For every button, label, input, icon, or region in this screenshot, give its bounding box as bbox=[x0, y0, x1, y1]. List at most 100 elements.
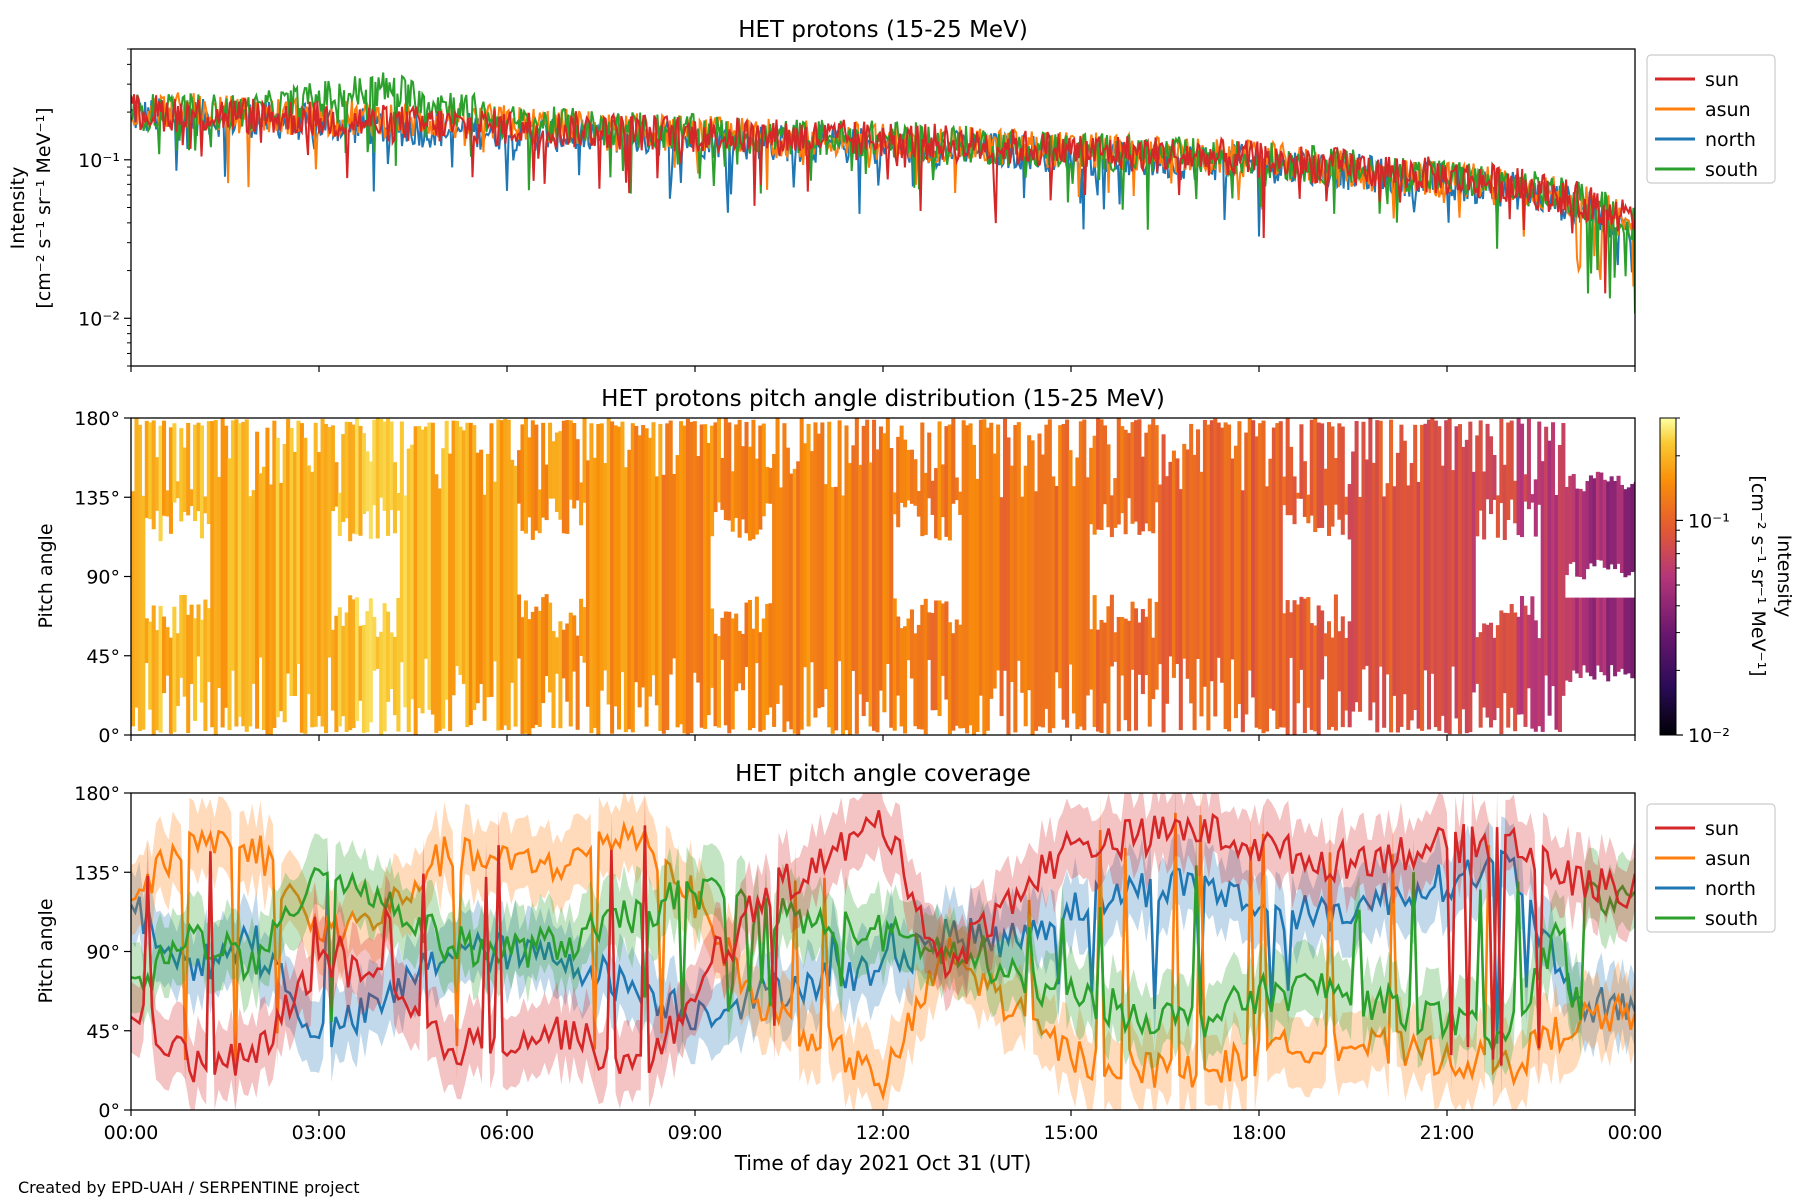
heatmap-cell bbox=[727, 611, 732, 734]
heatmap-cell bbox=[909, 449, 914, 504]
heatmap-cell bbox=[530, 611, 535, 729]
heatmap-cell bbox=[1530, 494, 1535, 503]
heatmap-cell bbox=[637, 435, 642, 708]
heatmap-cell bbox=[768, 467, 773, 504]
heatmap-cell bbox=[144, 420, 149, 518]
heatmap-cell bbox=[882, 433, 887, 713]
heatmap-cell bbox=[203, 599, 208, 731]
heatmap-cell bbox=[772, 453, 777, 727]
heatmap-cell bbox=[1585, 481, 1590, 570]
heatmap-cell bbox=[1175, 458, 1180, 665]
heatmap-cell bbox=[1416, 481, 1421, 729]
heatmap-cell bbox=[909, 609, 914, 679]
heatmap-cell bbox=[872, 419, 877, 731]
heatmap-cell bbox=[1537, 421, 1542, 505]
heatmap-cell bbox=[541, 422, 546, 518]
heatmap-cell bbox=[616, 426, 622, 730]
heatmap-cell bbox=[1109, 495, 1114, 538]
heatmap-cell bbox=[1178, 489, 1183, 731]
heatmap-cell bbox=[1454, 426, 1459, 719]
heatmap-cell bbox=[206, 421, 211, 524]
x-tick-label: 18:00 bbox=[1232, 1122, 1287, 1144]
heatmap-cell bbox=[978, 419, 983, 696]
heatmap-cell bbox=[158, 605, 163, 733]
series-line-sun bbox=[131, 94, 1635, 294]
x-tick-label: 12:00 bbox=[856, 1122, 911, 1144]
heatmap-cell bbox=[954, 619, 959, 726]
heatmap-cell bbox=[1251, 420, 1256, 698]
heatmap-cell bbox=[175, 633, 180, 707]
heatmap-cell bbox=[468, 422, 473, 726]
heatmap-cell bbox=[179, 428, 184, 522]
heatmap-cell bbox=[554, 432, 559, 512]
heatmap-cell bbox=[1464, 439, 1469, 734]
heatmap-cell bbox=[679, 421, 684, 725]
heatmap-cell bbox=[585, 460, 591, 707]
heatmap-cell bbox=[737, 419, 742, 538]
heatmap-cell bbox=[1123, 618, 1128, 721]
heatmap-cell bbox=[1502, 464, 1507, 540]
heatmap-cell bbox=[1275, 423, 1280, 730]
heatmap-cell bbox=[158, 425, 163, 542]
y-tick-label: 0° bbox=[98, 1100, 120, 1122]
heatmap-cell bbox=[1009, 465, 1014, 683]
heatmap-cell bbox=[951, 418, 956, 504]
heatmap-cell bbox=[427, 422, 432, 710]
heatmap-cell bbox=[1389, 419, 1394, 733]
heatmap-cell bbox=[1364, 459, 1369, 666]
heatmap-cell bbox=[785, 447, 790, 722]
heatmap-cell bbox=[1606, 481, 1611, 570]
coverage-band-sun bbox=[131, 793, 1635, 1110]
heatmap-cell bbox=[1492, 455, 1497, 500]
heatmap-cell bbox=[351, 424, 356, 534]
heatmap-cell bbox=[1537, 638, 1542, 727]
heatmap-cell bbox=[1630, 597, 1635, 679]
heatmap-cell bbox=[1027, 435, 1032, 691]
heatmap-cell bbox=[906, 618, 911, 661]
heatmap-cell bbox=[486, 453, 491, 698]
heatmap-cell bbox=[1199, 471, 1204, 717]
heatmap-cell bbox=[572, 423, 577, 509]
heatmap-cell bbox=[1102, 622, 1108, 704]
heatmap-cell bbox=[1323, 633, 1328, 657]
heatmap-cell bbox=[592, 457, 597, 728]
heatmap-cell bbox=[444, 420, 449, 700]
heatmap-cell bbox=[685, 418, 690, 735]
heatmap-cell bbox=[1571, 597, 1576, 671]
heatmap-cell bbox=[1078, 421, 1083, 727]
heatmap-cell bbox=[734, 424, 739, 518]
heatmap-cell bbox=[720, 457, 725, 510]
heatmap-cell bbox=[348, 422, 353, 542]
heatmap-cell bbox=[544, 594, 549, 677]
heatmap-cell bbox=[1358, 496, 1363, 712]
heatmap-cell bbox=[1440, 465, 1445, 716]
heatmap-cell bbox=[813, 422, 818, 718]
heatmap-cell bbox=[1344, 637, 1349, 711]
heatmap-cell bbox=[1113, 478, 1118, 528]
heatmap-cell bbox=[923, 472, 928, 535]
heatmap-cell bbox=[796, 461, 801, 735]
heatmap-cell bbox=[954, 477, 959, 501]
heatmap-cell bbox=[579, 598, 584, 656]
heatmap-cell bbox=[341, 434, 346, 522]
heatmap-cell bbox=[1127, 620, 1132, 732]
colorbar-label: Intensity bbox=[1773, 535, 1795, 618]
heatmap-cell bbox=[1444, 420, 1449, 733]
heatmap-cell bbox=[213, 420, 218, 735]
heatmap-cell bbox=[1020, 496, 1025, 693]
heatmap-cell bbox=[534, 424, 539, 531]
heatmap-cell bbox=[1171, 450, 1176, 678]
heatmap-cell bbox=[1144, 432, 1149, 524]
heatmap-cell bbox=[1268, 458, 1273, 709]
heatmap-cell bbox=[827, 421, 832, 728]
heatmap-cell bbox=[672, 473, 677, 659]
heatmap-cell bbox=[1516, 418, 1521, 536]
heatmap-cell bbox=[1333, 458, 1338, 505]
heatmap-cell bbox=[513, 465, 518, 727]
heatmap-cell bbox=[541, 597, 546, 703]
colorbar: 10⁻¹ 10⁻² Intensity [cm⁻² s⁻¹ sr⁻¹ MeV⁻¹] bbox=[1659, 417, 1795, 747]
heatmap-cell bbox=[1147, 424, 1152, 532]
heatmap-cell bbox=[386, 611, 391, 702]
heatmap-cell bbox=[944, 426, 949, 537]
heatmap-cell bbox=[186, 422, 191, 516]
